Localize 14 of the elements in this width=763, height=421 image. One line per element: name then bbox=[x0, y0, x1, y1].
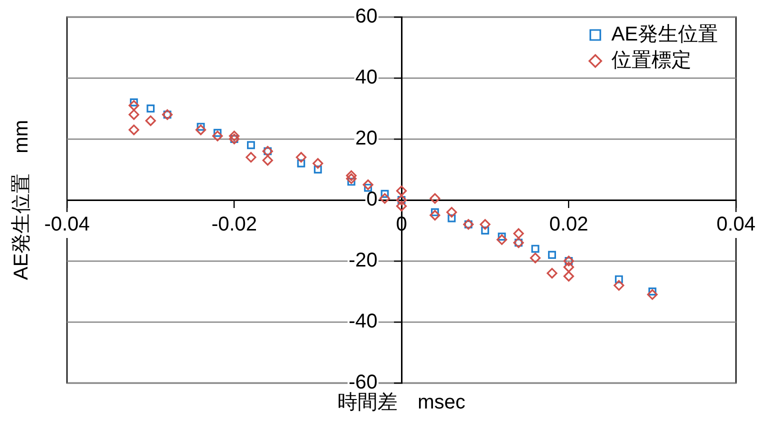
x-tick-label: 0.04 bbox=[716, 214, 756, 236]
y-tick-label: -40 bbox=[348, 310, 378, 333]
y-axis-title: AE発生位置 mm bbox=[10, 120, 33, 280]
legend-label: 位置標定 bbox=[611, 50, 692, 72]
y-tick-label: 0 bbox=[366, 188, 378, 211]
y-tick-label: 40 bbox=[355, 66, 378, 89]
y-tick-label: 20 bbox=[355, 128, 378, 150]
x-tick-label: -0.04 bbox=[44, 214, 90, 236]
x-tick-label: 0.02 bbox=[549, 214, 588, 236]
y-tick-label: 60 bbox=[355, 6, 378, 28]
legend-label: AE発生位置 bbox=[611, 24, 718, 46]
y-tick-label: -20 bbox=[348, 250, 378, 272]
x-axis-title: 時間差 msec bbox=[338, 392, 466, 414]
x-tick-label: -0.02 bbox=[211, 214, 258, 236]
